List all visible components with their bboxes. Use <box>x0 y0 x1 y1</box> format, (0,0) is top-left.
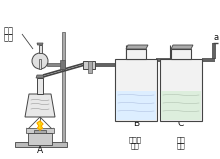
Polygon shape <box>126 45 148 49</box>
Circle shape <box>32 53 48 69</box>
Text: 氢钙: 氢钙 <box>4 34 14 42</box>
Bar <box>15 142 67 147</box>
Polygon shape <box>25 94 55 117</box>
Bar <box>62 32 64 142</box>
Text: 化钠: 化钠 <box>177 142 185 149</box>
Bar <box>60 60 64 69</box>
Text: a: a <box>214 33 219 42</box>
Polygon shape <box>36 75 44 78</box>
Bar <box>115 59 157 121</box>
Bar <box>28 133 52 145</box>
Bar <box>88 61 92 73</box>
Bar <box>160 59 202 121</box>
Polygon shape <box>171 45 193 49</box>
Text: 氢氧: 氢氧 <box>177 136 185 143</box>
Polygon shape <box>37 121 43 130</box>
Text: A: A <box>37 146 43 155</box>
Bar <box>37 78 43 94</box>
Bar <box>39 59 41 69</box>
Bar <box>161 91 201 120</box>
Bar <box>83 61 95 69</box>
Bar <box>38 45 42 53</box>
Bar <box>116 91 156 120</box>
Text: 灰水: 灰水 <box>131 142 139 149</box>
Bar <box>34 130 46 133</box>
Bar <box>171 49 191 59</box>
Bar <box>26 128 54 133</box>
Polygon shape <box>37 43 43 45</box>
Text: B: B <box>133 119 139 128</box>
Bar <box>126 49 146 59</box>
Text: C: C <box>178 119 184 128</box>
Text: 碳酸: 碳酸 <box>4 27 14 35</box>
Text: 澄清石: 澄清石 <box>128 136 141 143</box>
Bar <box>47 63 63 66</box>
